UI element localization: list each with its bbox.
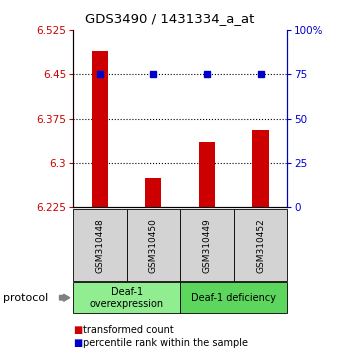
Text: GSM310449: GSM310449: [203, 218, 211, 273]
Text: transformed count: transformed count: [83, 325, 174, 335]
Text: Deaf-1
overexpression: Deaf-1 overexpression: [89, 287, 164, 309]
Text: GDS3490 / 1431334_a_at: GDS3490 / 1431334_a_at: [85, 12, 255, 25]
Text: ■: ■: [73, 338, 82, 348]
Text: GSM310452: GSM310452: [256, 218, 265, 273]
Text: GSM310450: GSM310450: [149, 218, 158, 273]
Text: ■: ■: [73, 325, 82, 335]
Bar: [199, 142, 215, 207]
Text: percentile rank within the sample: percentile rank within the sample: [83, 338, 248, 348]
Bar: [253, 130, 269, 207]
Text: protocol: protocol: [3, 293, 49, 303]
Bar: [146, 178, 162, 207]
Text: GSM310448: GSM310448: [96, 218, 104, 273]
Text: Deaf-1 deficiency: Deaf-1 deficiency: [191, 293, 276, 303]
Bar: [92, 51, 108, 207]
